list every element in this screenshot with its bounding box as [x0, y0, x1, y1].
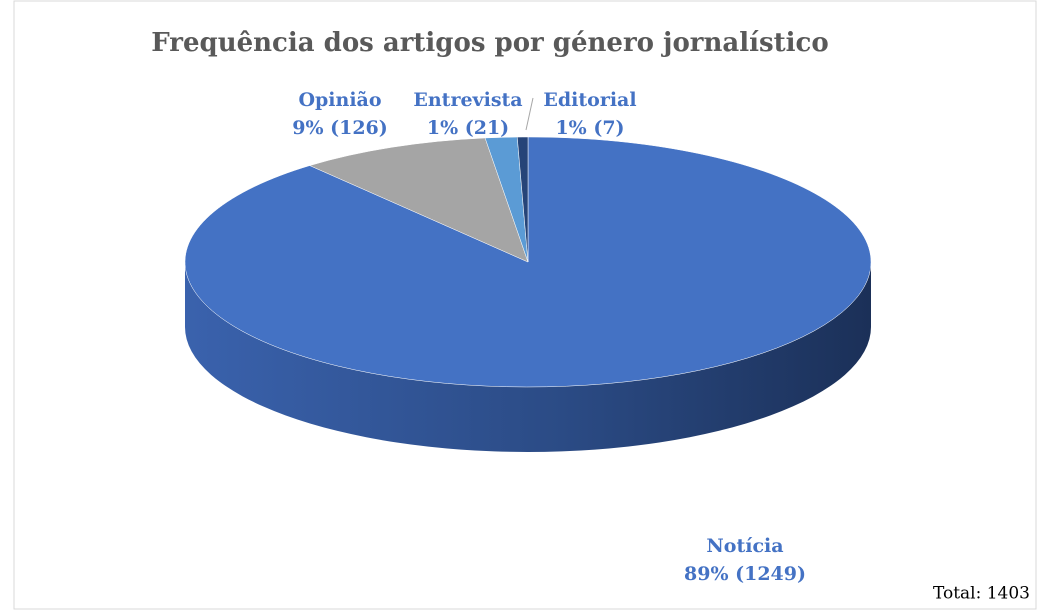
- slice-value-label: 89% (1249): [684, 563, 806, 585]
- pie-slice: [309, 137, 529, 263]
- pie-side: [185, 262, 871, 452]
- slice-label: Editorial: [543, 89, 636, 111]
- chart-title: Frequência dos artigos por género jornal…: [151, 28, 828, 58]
- slice-value-label: 1% (21): [427, 117, 509, 139]
- pie-slice: [516, 136, 529, 263]
- slice-value-label: 1% (7): [555, 117, 624, 139]
- slice-label: Entrevista: [413, 89, 522, 111]
- slice-value-label: 9% (126): [292, 117, 388, 139]
- slice-label: Notícia: [706, 535, 783, 557]
- annotation: Total: 1403: [933, 584, 1030, 604]
- leader-line: [525, 97, 534, 131]
- slice-label: Opinião: [298, 89, 381, 111]
